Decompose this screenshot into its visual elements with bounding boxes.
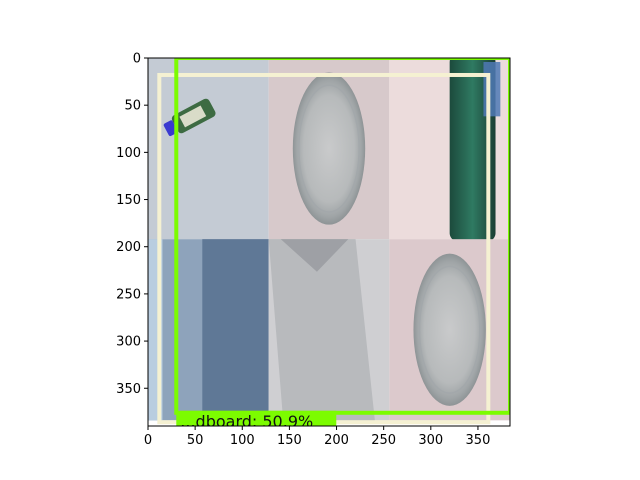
x-tick-label-250: 250 [371, 433, 396, 448]
x-tick-label-50: 50 [187, 433, 204, 448]
x-tick-label-150: 150 [277, 433, 302, 448]
detection-box-2 [174, 58, 510, 415]
x-tick-label-0: 0 [144, 433, 152, 448]
x-tick-label-300: 300 [418, 433, 443, 448]
y-tick-label-150: 150 [116, 193, 141, 208]
y-tick-label-100: 100 [116, 146, 141, 161]
image-tile-5 [268, 239, 390, 421]
detection-label-bg-2 [176, 410, 337, 426]
y-tick-label-0: 0 [133, 52, 141, 67]
y-tick-label-50: 50 [124, 99, 141, 114]
x-tick-label-200: 200 [324, 433, 349, 448]
y-tick-label-350: 350 [116, 382, 141, 397]
image-area [148, 58, 510, 421]
x-axis: 0 50 100 150 200 250 300 350 [144, 426, 491, 448]
y-axis: 0 50 100 150 200 250 300 350 [116, 52, 148, 397]
y-tick-label-250: 250 [116, 287, 141, 302]
image-tile-3 [389, 58, 510, 242]
detection-label-2: ...dboard: 50.9% [180, 412, 313, 431]
x-tick-label-350: 350 [466, 433, 491, 448]
image-tile-6 [389, 239, 510, 421]
axes-frame [147, 57, 511, 427]
image-tile-4 [148, 239, 269, 421]
y-tick-label-200: 200 [116, 240, 141, 255]
image-tile-2 [268, 58, 390, 240]
y-tick-label-300: 300 [116, 335, 141, 350]
x-tick-label-100: 100 [230, 433, 255, 448]
image-tile-1 [148, 58, 269, 240]
detection-layer: ...dboard: 50.9% [157, 58, 510, 431]
